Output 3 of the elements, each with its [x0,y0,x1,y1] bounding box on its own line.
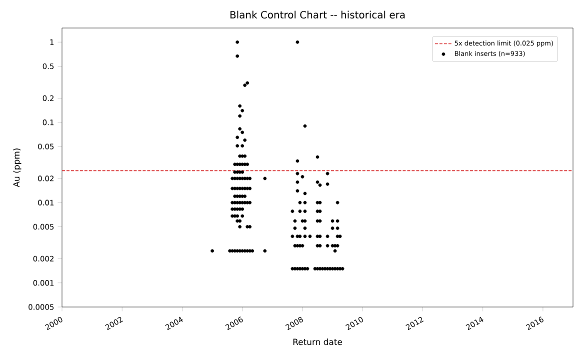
chart-title: Blank Control Chart -- historical era [230,10,405,19]
y-axis-title: Au (ppm) [13,148,22,188]
x-axis-title: Return date [293,338,342,346]
